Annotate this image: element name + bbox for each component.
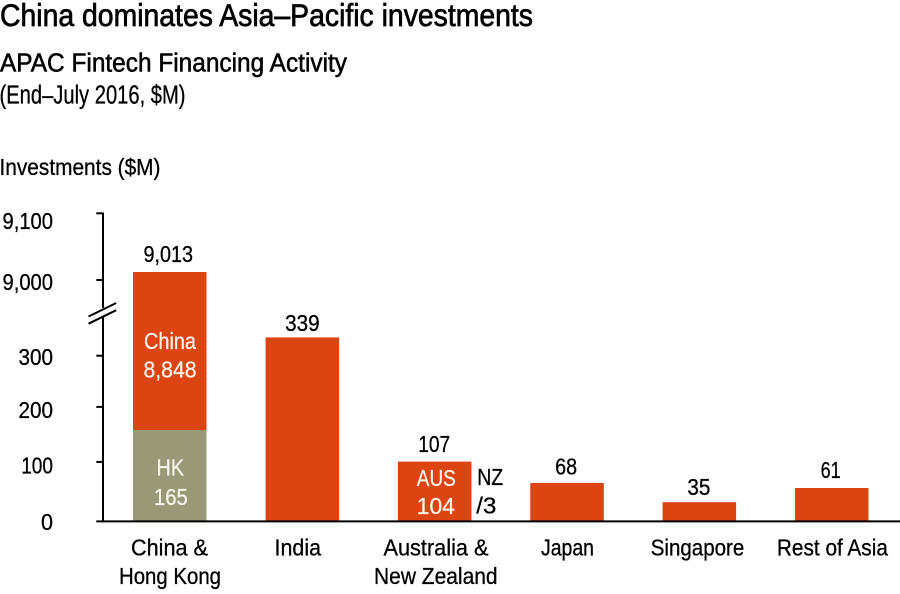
- svg-text:India: India: [275, 535, 322, 561]
- svg-text:8,848: 8,848: [144, 357, 197, 383]
- svg-text:China: China: [144, 328, 197, 354]
- svg-text:APAC Fintech Financing Activit: APAC Fintech Financing Activity: [0, 50, 347, 78]
- svg-text:61: 61: [821, 457, 841, 483]
- svg-text:9,013: 9,013: [144, 241, 194, 267]
- svg-text:NZ: NZ: [477, 464, 503, 490]
- svg-text:9,100: 9,100: [3, 208, 54, 234]
- svg-text:35: 35: [687, 474, 710, 500]
- svg-text:HK: HK: [157, 454, 185, 480]
- svg-text:9,000: 9,000: [3, 269, 54, 295]
- svg-text:AUS: AUS: [417, 465, 456, 491]
- svg-text:200: 200: [19, 397, 54, 423]
- svg-text:Singapore: Singapore: [651, 535, 745, 561]
- svg-text:Japan: Japan: [541, 535, 594, 561]
- svg-text:Hong Kong: Hong Kong: [119, 563, 221, 589]
- svg-text:68: 68: [555, 454, 577, 480]
- svg-text:Rest of Asia: Rest of Asia: [777, 535, 889, 561]
- svg-text:300: 300: [19, 344, 54, 370]
- svg-text:0: 0: [41, 509, 53, 535]
- svg-text:100: 100: [21, 452, 53, 478]
- svg-text:Investments ($M): Investments ($M): [0, 154, 161, 180]
- svg-text:/3: /3: [476, 492, 496, 518]
- svg-text:104: 104: [417, 493, 455, 519]
- svg-text:Australia &: Australia &: [384, 535, 489, 561]
- svg-text:China dominates Asia–Pacific i: China dominates Asia–Pacific investments: [0, 0, 533, 33]
- svg-text:165: 165: [154, 484, 188, 510]
- svg-text:China &: China &: [131, 535, 208, 561]
- svg-text:339: 339: [285, 310, 320, 336]
- svg-text:New Zealand: New Zealand: [374, 563, 498, 589]
- svg-text:(End–July 2016, $M): (End–July 2016, $M): [0, 82, 186, 110]
- svg-text:107: 107: [418, 431, 450, 457]
